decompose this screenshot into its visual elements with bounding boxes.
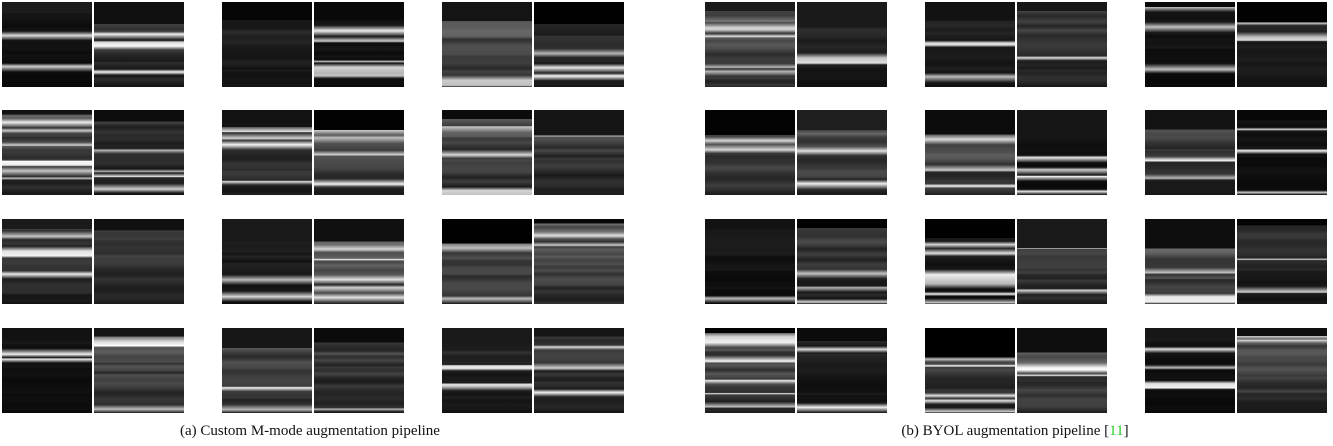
caption-text: (b) BYOL augmentation pipeline [: [901, 423, 1110, 439]
ultrasound-image: [925, 219, 1015, 304]
ultrasound-image: [705, 110, 795, 195]
ultrasound-image: [94, 110, 184, 195]
ultrasound-image: [94, 219, 184, 304]
citation: 11: [1109, 423, 1124, 439]
caption-text: (a) Custom M-mode augmentation pipeline: [180, 423, 440, 439]
ultrasound-image: [925, 110, 1015, 195]
ultrasound-image: [1145, 219, 1235, 304]
ultrasound-image: [314, 328, 404, 413]
ultrasound-image: [1017, 328, 1107, 413]
ultrasound-image: [1145, 328, 1235, 413]
ultrasound-image: [94, 2, 184, 87]
ultrasound-image: [1017, 219, 1107, 304]
ultrasound-image: [1145, 110, 1235, 195]
ultrasound-image: [94, 328, 184, 413]
ultrasound-image: [222, 219, 312, 304]
ultrasound-image: [1237, 110, 1327, 195]
ultrasound-image: [797, 2, 887, 87]
ultrasound-image: [534, 328, 624, 413]
ultrasound-image: [442, 219, 532, 304]
ultrasound-image: [314, 110, 404, 195]
ultrasound-image: [222, 328, 312, 413]
ultrasound-image: [925, 328, 1015, 413]
ultrasound-image: [797, 110, 887, 195]
ultrasound-image: [1145, 2, 1235, 87]
ultrasound-image: [2, 110, 92, 195]
ultrasound-image: [2, 219, 92, 304]
ultrasound-image: [314, 219, 404, 304]
caption-a: (a) Custom M-mode augmentation pipeline: [180, 423, 440, 440]
ultrasound-image: [2, 2, 92, 87]
ultrasound-image: [534, 2, 624, 87]
ultrasound-image: [534, 219, 624, 304]
caption-text: ]: [1123, 423, 1129, 439]
ultrasound-image: [705, 2, 795, 87]
ultrasound-image: [925, 2, 1015, 87]
ultrasound-image: [705, 219, 795, 304]
ultrasound-image: [1017, 2, 1107, 87]
caption-b: (b) BYOL augmentation pipeline [11]: [901, 423, 1128, 440]
ultrasound-image: [1237, 219, 1327, 304]
ultrasound-image: [442, 110, 532, 195]
ultrasound-image: [222, 110, 312, 195]
ultrasound-image: [2, 328, 92, 413]
ultrasound-image: [442, 328, 532, 413]
ultrasound-image: [1237, 328, 1327, 413]
ultrasound-image: [797, 219, 887, 304]
ultrasound-image: [1017, 110, 1107, 195]
ultrasound-image: [442, 2, 532, 87]
ultrasound-image: [797, 328, 887, 413]
ultrasound-image: [314, 2, 404, 87]
ultrasound-image: [222, 2, 312, 87]
ultrasound-image: [705, 328, 795, 413]
ultrasound-image: [534, 110, 624, 195]
ultrasound-image: [1237, 2, 1327, 87]
